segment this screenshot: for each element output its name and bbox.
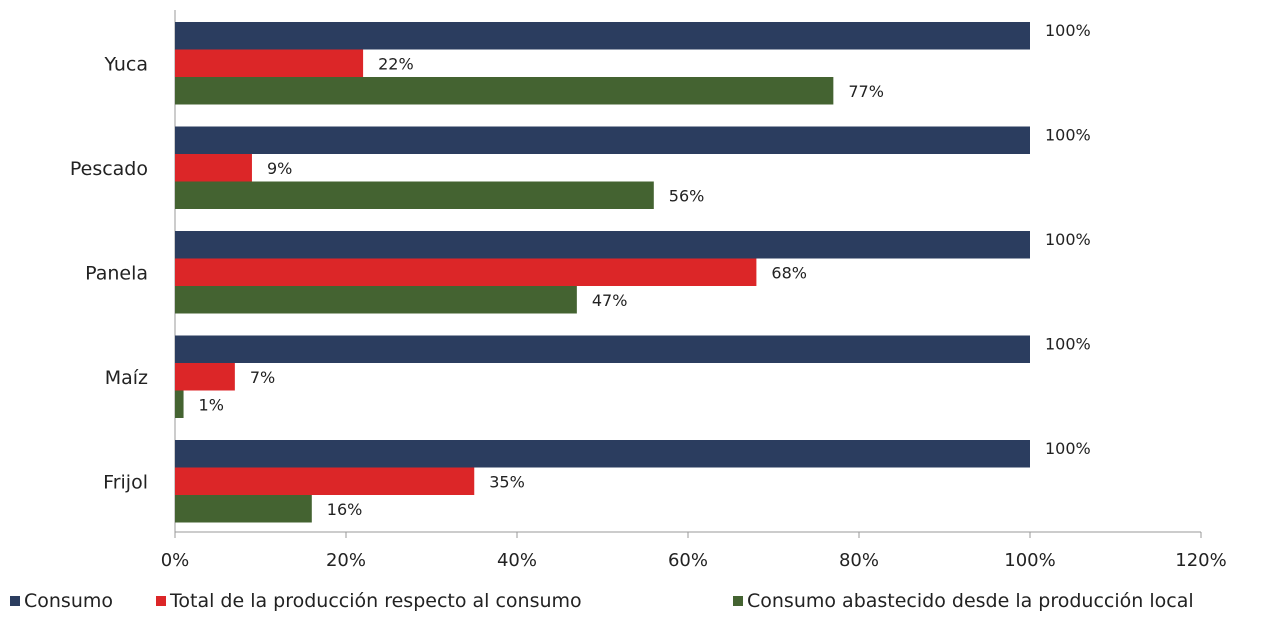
bar <box>175 181 654 209</box>
data-label: 7% <box>250 368 275 387</box>
bar <box>175 22 1030 50</box>
bar <box>175 363 235 391</box>
legend-swatch-produccion <box>156 596 166 606</box>
x-tick-label: 60% <box>668 550 708 571</box>
category-label: Frijol <box>103 471 148 493</box>
bar <box>175 440 1030 468</box>
data-label: 100% <box>1045 126 1091 145</box>
data-label: 22% <box>378 54 414 73</box>
x-tick-label: 80% <box>839 550 879 571</box>
bar <box>175 286 577 314</box>
legend-swatch-consumo <box>10 596 20 606</box>
legend-item-abastecido: Consumo abastecido desde la producción l… <box>733 590 1194 612</box>
bar-chart: 0% 20% 40% 60% 80% 100% 120% Yuca Pescado Panela… <box>70 10 1227 571</box>
data-label: 100% <box>1045 21 1091 40</box>
bar <box>175 258 757 286</box>
bar <box>175 335 1030 363</box>
bar <box>175 126 1030 154</box>
data-label: 9% <box>267 159 292 178</box>
data-label: 1% <box>199 395 224 414</box>
bar <box>175 495 312 523</box>
bar <box>175 49 364 77</box>
bar <box>175 154 252 182</box>
bar <box>175 231 1030 259</box>
legend-item-consumo: Consumo <box>10 590 113 612</box>
x-tick-label: 20% <box>326 550 366 571</box>
legend-label-consumo: Consumo <box>24 590 114 612</box>
legend-label-abastecido: Consumo abastecido desde la producción l… <box>747 590 1194 612</box>
x-tick-label: 0% <box>161 550 190 571</box>
data-label: 100% <box>1045 230 1091 249</box>
bar <box>175 390 184 418</box>
x-tick-label: 40% <box>497 550 537 571</box>
data-label: 100% <box>1045 335 1091 354</box>
x-tick-label: 100% <box>1004 550 1055 571</box>
data-label: 56% <box>669 186 705 205</box>
category-label: Yuca <box>103 53 148 75</box>
data-label: 35% <box>489 472 525 491</box>
legend-label-produccion: Total de la producción respecto al consu… <box>170 590 582 612</box>
legend-item-produccion: Total de la producción respecto al consu… <box>156 590 582 612</box>
data-label: 77% <box>848 82 884 101</box>
category-label: Pescado <box>70 158 148 180</box>
legend: Consumo Total de la producción respecto … <box>0 590 1270 618</box>
data-label: 100% <box>1045 439 1091 458</box>
category-label: Maíz <box>105 367 148 389</box>
category-label: Panela <box>85 262 148 284</box>
data-label: 47% <box>592 291 628 310</box>
bar <box>175 467 475 495</box>
x-tick-label: 120% <box>1175 550 1226 571</box>
bar <box>175 77 834 105</box>
legend-swatch-abastecido <box>733 596 743 606</box>
data-label: 68% <box>771 263 807 282</box>
data-label: 16% <box>327 500 363 519</box>
